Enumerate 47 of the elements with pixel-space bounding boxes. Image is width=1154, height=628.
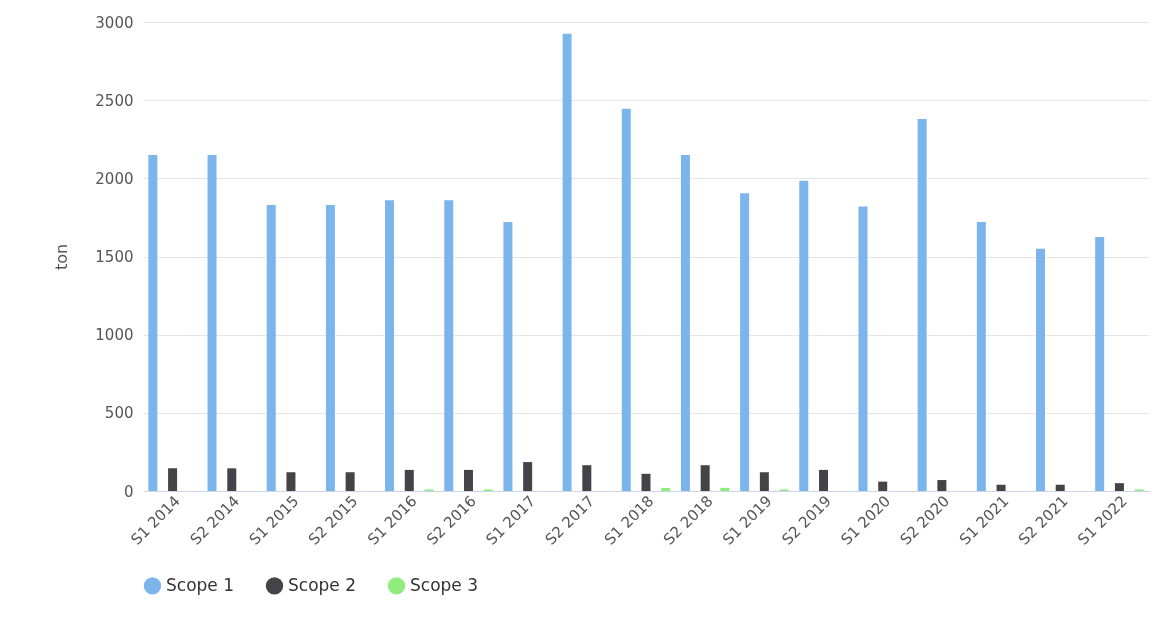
legend-label: Scope 3	[410, 574, 479, 595]
bar	[385, 200, 395, 491]
y-tick-label: 2000	[95, 169, 134, 188]
bar	[168, 468, 178, 491]
bar	[740, 193, 750, 491]
bar	[1036, 248, 1046, 491]
bar	[996, 484, 1006, 491]
bar	[325, 204, 335, 491]
y-tick-label: 0	[123, 482, 134, 501]
bar	[286, 472, 296, 491]
bar	[878, 481, 888, 491]
bar	[641, 473, 651, 491]
bar	[720, 487, 730, 491]
y-tick-label: 2500	[95, 91, 134, 110]
bar	[759, 472, 769, 491]
bar	[463, 469, 473, 491]
bar	[937, 480, 947, 491]
y-tick-label: 500	[104, 404, 134, 423]
y-axis-title: ton	[52, 243, 72, 271]
bar	[1055, 484, 1065, 491]
bar	[266, 204, 276, 491]
y-tick-label: 1000	[95, 326, 134, 345]
bar	[444, 200, 454, 491]
bar	[1095, 236, 1105, 491]
bar	[680, 154, 690, 491]
bar	[819, 469, 829, 491]
bar	[562, 33, 572, 491]
bar	[700, 465, 710, 491]
legend-label: Scope 1	[166, 574, 235, 595]
bar	[976, 222, 986, 491]
y-tick-label: 3000	[95, 13, 134, 32]
y-tick-label: 1500	[95, 248, 134, 266]
bar	[621, 108, 631, 491]
bar	[917, 118, 927, 491]
bar	[227, 468, 237, 491]
bar	[523, 462, 533, 491]
bar	[207, 154, 217, 491]
bar	[858, 206, 868, 491]
bar	[345, 472, 355, 491]
bar	[404, 469, 414, 491]
bar	[799, 180, 809, 491]
bar	[148, 154, 158, 491]
bar	[1114, 483, 1124, 491]
bar	[661, 487, 671, 491]
legend-label: Scope 2	[288, 574, 357, 595]
bar	[503, 222, 513, 491]
bar	[582, 465, 592, 491]
